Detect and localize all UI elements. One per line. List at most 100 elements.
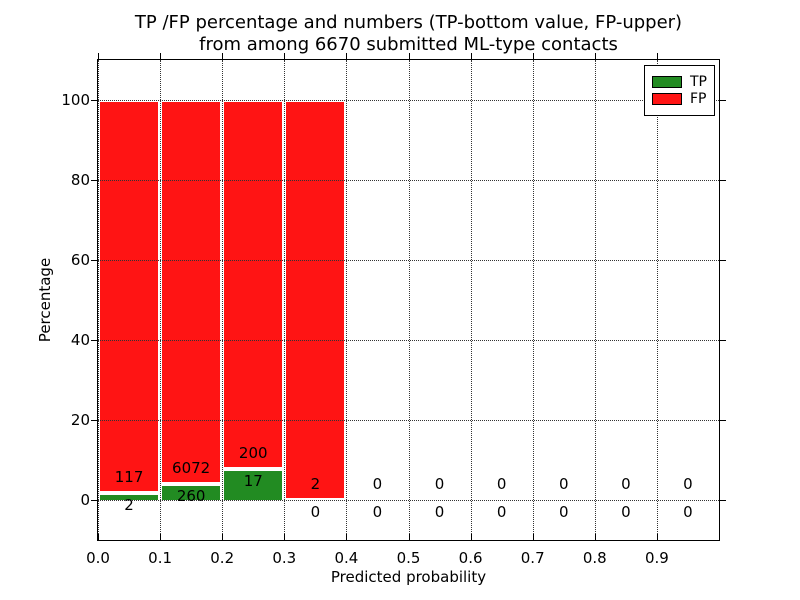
- x-tick-mark: [408, 534, 410, 540]
- x-tick-mark: [98, 534, 99, 540]
- y-tick-mark-right: [720, 100, 726, 101]
- x-tick-label: 0.5: [396, 549, 421, 567]
- annotation-fp-count: 2: [310, 475, 321, 493]
- annotation-tp-count: 0: [496, 503, 507, 521]
- gridline-horizontal: [98, 100, 719, 101]
- x-tick-mark-top: [408, 53, 410, 59]
- x-tick-label: 0.3: [272, 549, 297, 567]
- gridline-vertical: [346, 60, 348, 540]
- y-tick-label: 100: [61, 91, 90, 109]
- x-tick-mark: [532, 534, 534, 540]
- annotation-tp-count: 0: [372, 503, 383, 521]
- gridline-vertical: [408, 60, 410, 540]
- x-tick-label: 0.8: [582, 549, 607, 567]
- y-tick-label: 0: [80, 491, 90, 509]
- gridline-horizontal: [98, 420, 719, 421]
- y-tick-mark: [91, 340, 97, 341]
- annotation-tp-count: 0: [310, 503, 321, 521]
- x-tick-mark: [222, 534, 224, 540]
- y-tick-mark: [91, 180, 97, 181]
- gridline-vertical: [222, 60, 224, 540]
- x-axis-label: Predicted probability: [330, 568, 487, 586]
- x-tick-label: 0.1: [148, 549, 173, 567]
- bar-tp: [160, 483, 223, 500]
- x-tick-label: 0.6: [458, 549, 483, 567]
- annotation-tp-count: 0: [434, 503, 445, 521]
- x-tick-mark-top: [470, 53, 472, 59]
- bar-tp: [98, 493, 161, 500]
- annotation-fp-count: 0: [496, 475, 507, 493]
- chart-title-line1: TP /FP percentage and numbers (TP-bottom…: [134, 12, 683, 33]
- bar-fp: [160, 100, 223, 484]
- y-tick-mark: [91, 260, 97, 261]
- annotation-tp-count: 260: [176, 486, 206, 505]
- x-tick-mark: [346, 534, 348, 540]
- annotation-tp-count: 0: [621, 503, 631, 521]
- y-tick-label: 80: [70, 171, 90, 189]
- legend-swatch-tp: [652, 76, 682, 88]
- legend-row-tp: TP: [652, 75, 707, 89]
- x-tick-label: 0.7: [520, 549, 545, 567]
- legend: TP FP: [644, 65, 715, 116]
- gridline-vertical: [532, 60, 534, 540]
- plot-area: 117 2 6072 260 200 17 2 0 0 0 0 0 0 0 0 0 0 0 0 0: [97, 59, 720, 541]
- x-tick-mark-top: [346, 53, 348, 59]
- legend-label-fp: FP: [690, 91, 707, 107]
- gridline-horizontal: [98, 260, 719, 261]
- chart-title-line2: from among 6670 submitted ML-type contac…: [199, 34, 618, 55]
- x-tick-label: 0.4: [334, 549, 359, 567]
- gridline-horizontal: [98, 340, 719, 341]
- annotation-fp-count: 0: [434, 475, 445, 493]
- annotation-fp-count: 6072: [172, 458, 211, 477]
- bar-fp: [284, 100, 347, 500]
- annotation-tp-count: 0: [683, 503, 693, 521]
- gridline-vertical: [470, 60, 472, 540]
- y-tick-mark: [91, 420, 97, 421]
- y-tick-mark-right: [720, 180, 726, 181]
- gridline-vertical: [656, 60, 658, 540]
- x-tick-mark-top: [98, 53, 99, 59]
- x-tick-mark-top: [160, 53, 162, 59]
- annotation-tp-count: 0: [558, 503, 569, 521]
- x-tick-mark-top: [594, 53, 596, 59]
- x-tick-mark-top: [656, 53, 658, 59]
- gridline-vertical: [284, 60, 286, 540]
- x-tick-label: 0.2: [210, 549, 235, 567]
- gridline-horizontal: [98, 180, 719, 181]
- x-tick-mark-top: [532, 53, 534, 59]
- y-tick-label: 40: [70, 331, 90, 349]
- bar-tp: [222, 468, 285, 500]
- x-tick-mark: [470, 534, 472, 540]
- y-tick-mark-right: [720, 500, 726, 501]
- bar-fp: [222, 100, 285, 469]
- y-tick-mark-right: [720, 340, 726, 341]
- y-tick-label: 20: [70, 411, 90, 429]
- x-tick-label: 0.9: [644, 549, 669, 567]
- y-tick-label: 60: [70, 251, 90, 269]
- x-tick-label: 0.0: [86, 549, 110, 567]
- annotation-fp-count: 117: [114, 468, 144, 487]
- x-tick-mark: [160, 534, 162, 540]
- annotation-tp-count: 17: [243, 471, 263, 490]
- x-tick-mark: [594, 534, 596, 540]
- y-axis-label: Percentage: [36, 257, 54, 343]
- annotation-fp-count: 0: [683, 475, 693, 493]
- y-tick-mark-right: [720, 260, 726, 261]
- legend-row-fp: FP: [652, 92, 707, 106]
- legend-label-tp: TP: [690, 74, 707, 90]
- x-tick-mark: [656, 534, 658, 540]
- x-tick-mark-top: [284, 53, 286, 59]
- annotation-fp-count: 200: [238, 443, 268, 462]
- gridline-horizontal: [98, 500, 719, 501]
- x-tick-mark: [284, 534, 286, 540]
- gridline-vertical: [594, 60, 596, 540]
- y-tick-mark: [91, 100, 97, 101]
- bar-fp: [98, 100, 161, 494]
- gridline-vertical: [98, 60, 99, 540]
- annotation-fp-count: 0: [621, 475, 631, 493]
- annotation-tp-count: 2: [124, 496, 134, 515]
- annotation-fp-count: 0: [372, 475, 383, 493]
- x-tick-mark-top: [222, 53, 224, 59]
- gridline-vertical: [160, 60, 162, 540]
